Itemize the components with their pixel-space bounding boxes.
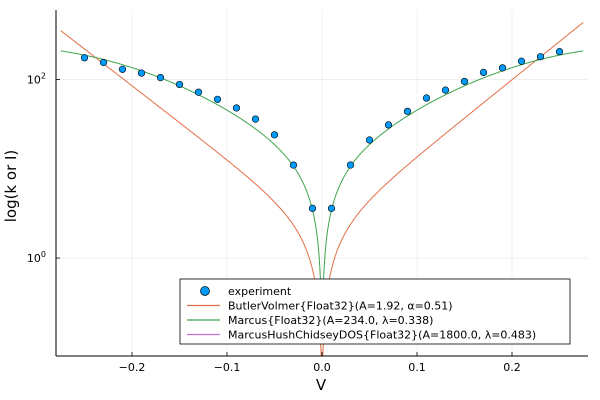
- experiment-point: [99, 58, 108, 67]
- x-tick-label: 0.2: [503, 361, 521, 374]
- legend-entry-label: Marcus{Float32}(A=234.0, λ=0.338): [228, 314, 433, 327]
- experiment-point: [422, 94, 431, 102]
- experiment-point: [327, 204, 336, 212]
- experiment-point: [555, 48, 564, 56]
- legend-entry-label: MarcusHushChidseyDOS{Float32}(A=1800.0, …: [228, 329, 536, 342]
- experiment-point: [270, 131, 279, 139]
- experiment-point: [346, 161, 355, 169]
- experiment-point: [536, 53, 545, 61]
- x-axis-label: V: [316, 376, 327, 394]
- legend-box: [179, 278, 571, 345]
- experiment-point: [460, 77, 469, 86]
- experiment-point: [365, 136, 374, 144]
- experiment-point: [213, 95, 222, 103]
- experiment-point: [308, 204, 317, 212]
- y-tick-label: 100: [27, 250, 46, 265]
- experiment-point: [403, 107, 412, 115]
- experiment-point: [156, 73, 165, 82]
- tick-labels: −0.2 −0.1 0.0 0.1 0.2 100 102: [27, 71, 521, 374]
- experiment-point: [251, 115, 260, 123]
- experiment-point: [232, 104, 241, 112]
- x-tick-label: −0.2: [119, 361, 146, 374]
- experiment-point: [118, 65, 127, 73]
- legend: experiment ButlerVolmer{Float32}(A=1.92, …: [179, 278, 571, 345]
- x-tick-label: −0.1: [214, 361, 241, 374]
- experiment-point: [384, 121, 393, 129]
- experiment-point: [498, 64, 507, 72]
- experiment-point: [137, 69, 146, 77]
- experiment-point: [517, 57, 526, 65]
- experiment-point: [194, 88, 203, 96]
- experiment-point: [289, 161, 298, 169]
- experiment-points: [80, 48, 564, 212]
- experiment-point: [441, 86, 450, 94]
- experiment-point: [479, 68, 488, 77]
- x-tick-label: 0.0: [313, 361, 331, 374]
- experiment-point: [80, 54, 89, 62]
- legend-marker-experiment: [200, 286, 210, 296]
- x-tick-label: 0.1: [408, 361, 426, 374]
- legend-entry-label: ButlerVolmer{Float32}(A=1.92, α=0.51): [228, 300, 453, 313]
- legend-entry-label: experiment: [228, 285, 292, 298]
- experiment-point: [175, 80, 184, 89]
- y-tick-label: 102: [27, 71, 46, 86]
- plot-frame: [55, 10, 588, 357]
- y-axis-label: log(k or I): [2, 150, 20, 223]
